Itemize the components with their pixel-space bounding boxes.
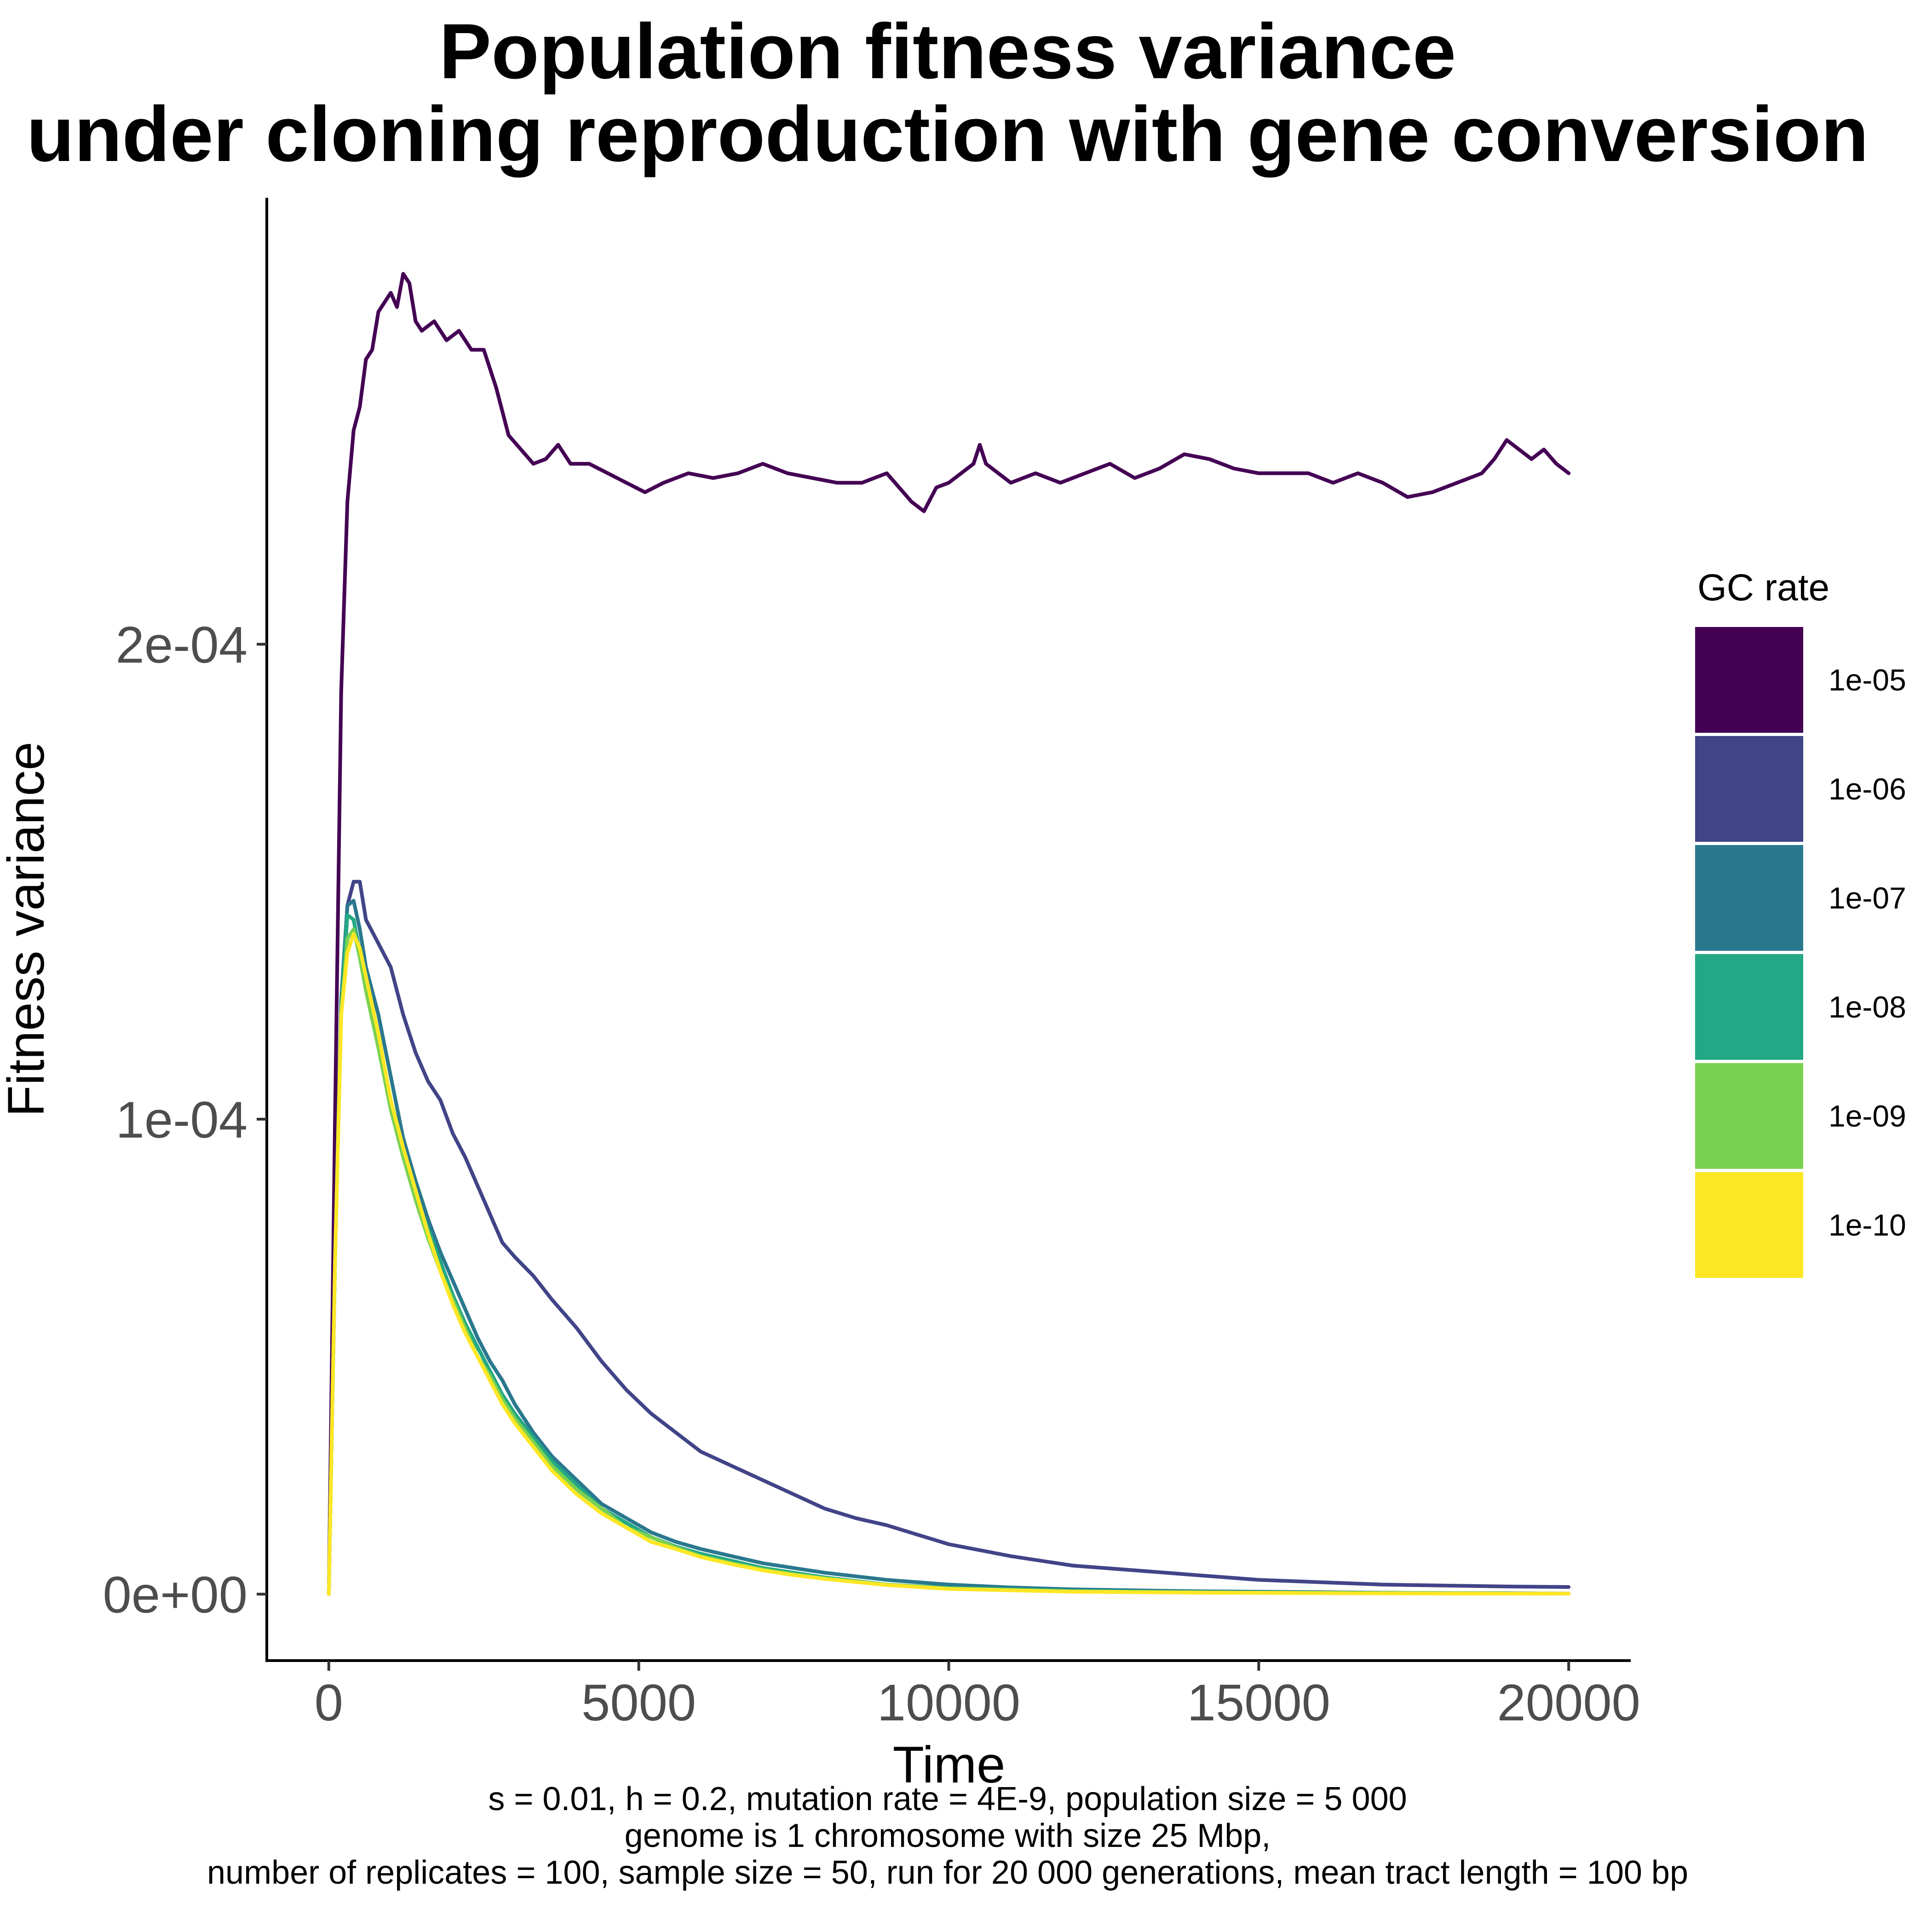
legend-key-1e-10 [1695,1172,1803,1278]
series-line-1e-05 [327,272,1571,1596]
series-line-1e-10 [327,932,1571,1596]
caption-line-1: s = 0.01, h = 0.2, mutation rate = 4E-9,… [488,1781,1407,1817]
legend-title: GC rate [1697,567,1829,609]
y-axis-ticks: 0e+00 1e-04 2e-04 [103,616,267,1623]
legend-label-1e-09: 1e-09 [1828,1099,1906,1133]
x-tick-label: 10000 [877,1674,1020,1731]
legend-label-1e-08: 1e-08 [1828,990,1906,1024]
series-line-1e-06 [327,880,1571,1596]
x-tick-label: 20000 [1497,1674,1640,1731]
legend-label-1e-10: 1e-10 [1828,1208,1906,1242]
legend: 1e-05 1e-06 1e-07 1e-08 1e-09 1e-10 [1695,627,1906,1278]
series-line-1e-07 [327,899,1571,1596]
legend-label-1e-07: 1e-07 [1828,881,1906,915]
x-tick-label: 5000 [581,1674,696,1731]
x-axis-title: Time [893,1736,1006,1794]
legend-label-1e-05: 1e-05 [1828,663,1906,697]
chart-title-line-2: under cloning reproduction with gene con… [27,91,1869,178]
legend-key-1e-06 [1695,736,1803,842]
chart-title-line-1: Population fitness variance [439,8,1456,95]
y-axis-title: Fitness variance [0,742,55,1116]
caption-line-2: genome is 1 chromosome with size 25 Mbp, [625,1817,1271,1854]
legend-label-1e-06: 1e-06 [1828,772,1906,806]
legend-key-1e-09 [1695,1063,1803,1169]
caption-line-3: number of replicates = 100, sample size … [207,1854,1688,1891]
x-axis-ticks: 0 5000 10000 15000 20000 [315,1661,1640,1731]
legend-key-1e-08 [1695,954,1803,1060]
series-lines [327,272,1571,1596]
legend-key-1e-07 [1695,845,1803,951]
y-tick-label: 2e-04 [116,616,247,674]
y-tick-label: 1e-04 [116,1091,247,1149]
x-tick-label: 0 [315,1674,343,1731]
series-line-1e-09 [327,927,1571,1596]
y-tick-label: 0e+00 [103,1566,247,1623]
legend-key-1e-05 [1695,627,1803,733]
x-tick-label: 15000 [1187,1674,1330,1731]
